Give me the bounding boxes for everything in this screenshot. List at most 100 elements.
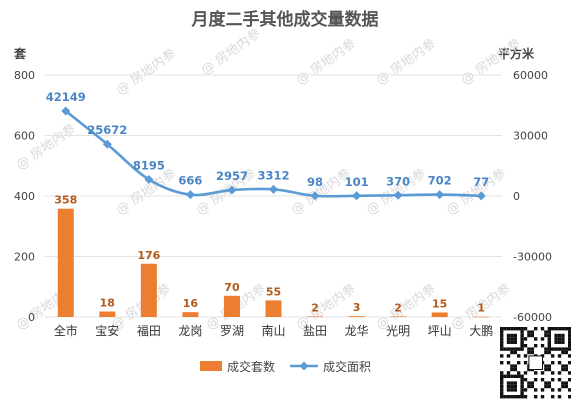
right-tick-label: 0 xyxy=(513,190,520,203)
qr-module xyxy=(564,381,568,385)
category-label: 光明 xyxy=(386,324,410,338)
qr-module xyxy=(520,378,524,382)
qr-module xyxy=(564,350,568,355)
qr-module xyxy=(547,344,551,348)
qr-module xyxy=(510,388,514,392)
line-value-label: 42149 xyxy=(46,90,86,104)
qr-module xyxy=(547,381,551,385)
qr-module xyxy=(547,327,551,331)
bar xyxy=(307,316,324,317)
qr-module xyxy=(530,384,534,389)
qr-module xyxy=(540,337,545,341)
watermark-text: @ 房地内参 xyxy=(373,36,439,89)
qr-module xyxy=(520,330,524,334)
qr-module xyxy=(568,388,571,392)
line-value-label: 77 xyxy=(473,175,489,189)
qr-module xyxy=(551,361,555,365)
qr-module xyxy=(500,374,504,378)
watermark-text: @ 房地内参 xyxy=(288,166,354,219)
qr-module xyxy=(520,381,524,385)
qr-module xyxy=(568,337,571,341)
qr-module xyxy=(506,337,511,341)
qr-module xyxy=(534,388,538,392)
qr-module xyxy=(506,347,511,351)
left-tick-label: 600 xyxy=(14,130,35,143)
qr-module xyxy=(513,347,517,351)
qr-module xyxy=(530,350,534,355)
line-value-label: 98 xyxy=(307,175,323,189)
qr-module xyxy=(530,347,534,351)
qr-module xyxy=(564,384,568,389)
qr-module xyxy=(500,361,504,365)
qr-module xyxy=(500,330,504,334)
qr-module xyxy=(547,330,551,334)
category-label: 宝安 xyxy=(95,323,119,338)
qr-module xyxy=(527,381,531,385)
category-label: 全市 xyxy=(54,323,78,338)
line-point xyxy=(185,190,195,200)
qr-module xyxy=(510,367,514,372)
qr-module xyxy=(503,327,507,331)
qr-module xyxy=(520,395,524,399)
qr-module xyxy=(547,367,551,372)
qr-module xyxy=(520,391,524,395)
right-tick-label: -30000 xyxy=(513,251,552,264)
qr-module xyxy=(510,384,514,389)
qr-module xyxy=(534,378,538,382)
qr-module xyxy=(564,327,568,331)
qr-module xyxy=(500,344,504,348)
qr-module xyxy=(534,371,538,375)
qr-module xyxy=(554,333,558,338)
qr-module xyxy=(513,364,517,368)
qr-module xyxy=(520,327,524,331)
qr-module xyxy=(523,344,528,348)
qr-module xyxy=(547,350,551,355)
qr-module xyxy=(557,354,562,358)
qr-module xyxy=(510,395,514,399)
bar xyxy=(99,311,116,317)
qr-module xyxy=(561,340,565,344)
qr-module xyxy=(520,333,524,338)
qr-center-logo xyxy=(528,355,544,370)
qr-module xyxy=(520,374,524,378)
qr-module xyxy=(513,374,517,378)
qr-module xyxy=(506,371,511,375)
line-value-label: 25672 xyxy=(87,123,127,137)
qr-module xyxy=(506,333,511,338)
qr-module xyxy=(513,327,517,331)
qr-module xyxy=(557,340,562,344)
legend-swatch-bars xyxy=(200,361,222,371)
category-label: 龙华 xyxy=(345,324,369,338)
qr-module xyxy=(506,381,511,385)
qr-module xyxy=(506,354,511,358)
qr-module xyxy=(513,337,517,341)
qr-module xyxy=(513,395,517,399)
line-value-label: 702 xyxy=(428,174,452,188)
qr-module xyxy=(544,333,548,338)
qr-module xyxy=(557,388,562,392)
line-point xyxy=(310,191,320,201)
qr-module xyxy=(561,367,565,372)
qr-module xyxy=(557,371,562,375)
qr-module xyxy=(557,395,562,399)
qr-module xyxy=(568,344,571,348)
qr-module xyxy=(523,378,528,382)
qr-module xyxy=(534,327,538,331)
bar-value-label: 70 xyxy=(224,281,240,294)
qr-module xyxy=(568,395,571,399)
qr-module xyxy=(500,347,504,351)
qr-module xyxy=(568,361,571,365)
qr-module xyxy=(520,347,524,351)
qr-module xyxy=(564,367,568,372)
qr-module xyxy=(568,371,571,375)
right-tick-label: 60000 xyxy=(513,69,548,82)
qr-module xyxy=(517,347,521,351)
right-tick-label: 30000 xyxy=(513,130,548,143)
qr-module xyxy=(517,327,521,331)
qr-module xyxy=(540,395,545,399)
gridlines xyxy=(45,74,502,318)
line-value-label: 3312 xyxy=(257,168,289,182)
bar-value-label: 358 xyxy=(54,194,77,207)
qr-module xyxy=(503,395,507,399)
qr-module xyxy=(551,378,555,382)
